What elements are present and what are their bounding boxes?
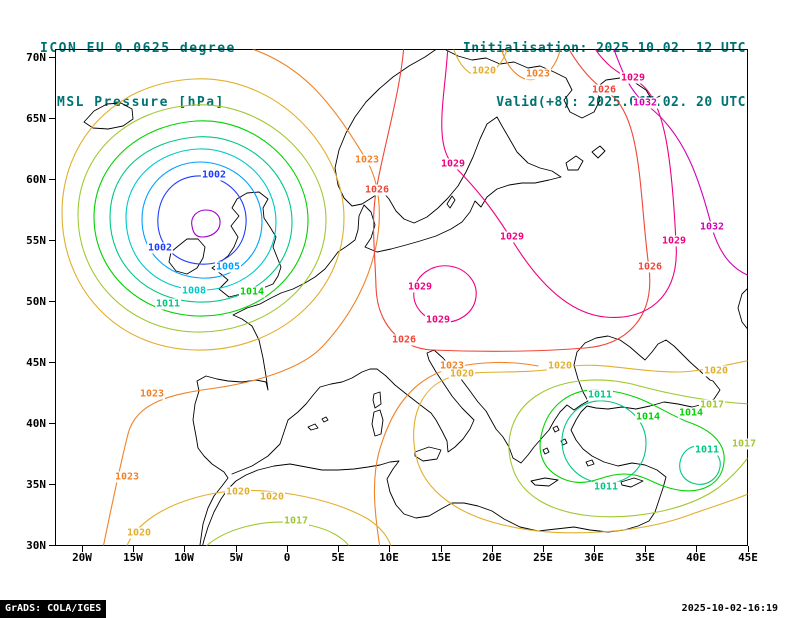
header-left: ICON EU 0.0625 degree MSL Pressure [hPa] [40,4,236,130]
lon-tick [645,546,646,552]
lon-tick [236,546,237,552]
lat-tick [49,179,55,180]
lon-tick [543,546,544,552]
lon-tick-label: 10E [379,551,399,564]
header-model-line: ICON EU 0.0625 degree [40,41,236,56]
lon-tick-label: 10W [174,551,194,564]
lon-tick-label: 30E [584,551,604,564]
coastline-gotland [446,195,456,209]
isobar-1011-aegean-east [679,445,721,485]
lon-tick [338,546,339,552]
lon-tick-label: 35E [635,551,655,564]
grads-credit: GrADS: COLA/IGES [0,600,107,618]
coastline-cyprus [620,477,644,488]
isobar-1020-north [453,49,508,77]
lat-tick [49,362,55,363]
isobar-1020-aegean [413,360,748,534]
coastlines [83,49,748,546]
isobar-1023-atlantic [102,49,380,546]
coastline-sardinia [371,409,384,437]
lat-tick-label: 70N [26,51,46,64]
isobar-1011-aegean-west [561,400,647,484]
isobar-1005-ring [141,161,263,279]
lake-ladoga [565,155,584,171]
lon-tick-label: 45E [738,551,758,564]
coastline-sicily [414,446,442,462]
lon-tick [594,546,595,552]
isobar-1002-ring [157,175,247,265]
lon-tick-label: 25E [533,551,553,564]
lon-tick [287,546,288,552]
lat-tick-label: 30N [26,539,46,552]
lon-tick [492,546,493,552]
coastline-atlantic-europe [192,49,562,546]
isobar-1020-sahara [126,489,392,546]
lat-tick [49,57,55,58]
coastline-iceland [83,102,134,130]
lon-tick-label: 15W [123,551,143,564]
lat-tick [49,301,55,302]
lon-tick-label: 20W [72,551,92,564]
lat-tick-label: 65N [26,112,46,125]
isobar-1011-ring [109,136,293,303]
coastline-balearics [307,416,329,431]
isobars [61,49,748,546]
lat-tick-label: 40N [26,417,46,430]
isobar-999-low-center [191,209,221,238]
coastline-aegean-islands [542,425,595,467]
isobar-1008-ring [125,148,277,291]
isobar-1032-east [613,49,748,276]
lake-onega [591,145,606,159]
coastline-crete [530,477,559,487]
lon-tick-label: 5W [229,551,243,564]
lat-tick [49,423,55,424]
header-init-line: Initialisation: 2025.10.02. 12 UTC [462,41,746,56]
isobar-1029-central-high [413,265,477,323]
map-frame [55,49,748,546]
isobar-1017-ring [77,104,327,333]
lat-tick-label: 60N [26,173,46,186]
isobar-1017-aegean [508,379,748,518]
render-timestamp: 2025-10-02-16:19 [681,603,778,614]
isobar-1020-ring [61,78,345,351]
isobar-1014-aegean [539,389,725,492]
coastline-mediterranean-africa [202,335,721,546]
isobar-1026-central [373,49,651,352]
lon-tick [748,546,749,552]
lat-tick-label: 35N [26,478,46,491]
lon-tick-label: 5E [331,551,345,564]
lat-tick [49,118,55,119]
lon-tick-label: 15E [431,551,451,564]
lat-tick-label: 55N [26,234,46,247]
lon-tick [441,546,442,552]
coastline-corsica [372,391,382,409]
lon-tick-label: 0 [283,551,291,564]
coastline-arctic-russia [445,49,661,119]
lon-tick [133,546,134,552]
lon-tick-label: 40E [686,551,706,564]
lat-tick-label: 50N [26,295,46,308]
lon-tick [82,546,83,552]
lat-tick-label: 45N [26,356,46,369]
lat-tick [49,240,55,241]
lon-tick [389,546,390,552]
lat-tick [49,484,55,485]
lon-tick [184,546,185,552]
coastline-great-britain [211,191,282,298]
lon-tick-label: 20E [482,551,502,564]
isobar-1023-italy [373,361,539,546]
isobar-1014-ring [93,120,309,317]
lat-tick [49,545,55,546]
header-field-line: MSL Pressure [hPa] [57,95,225,110]
lon-tick [696,546,697,552]
isobar-1029-east [441,49,677,319]
coastline-caspian [737,287,748,330]
coastline-ireland [168,238,206,275]
